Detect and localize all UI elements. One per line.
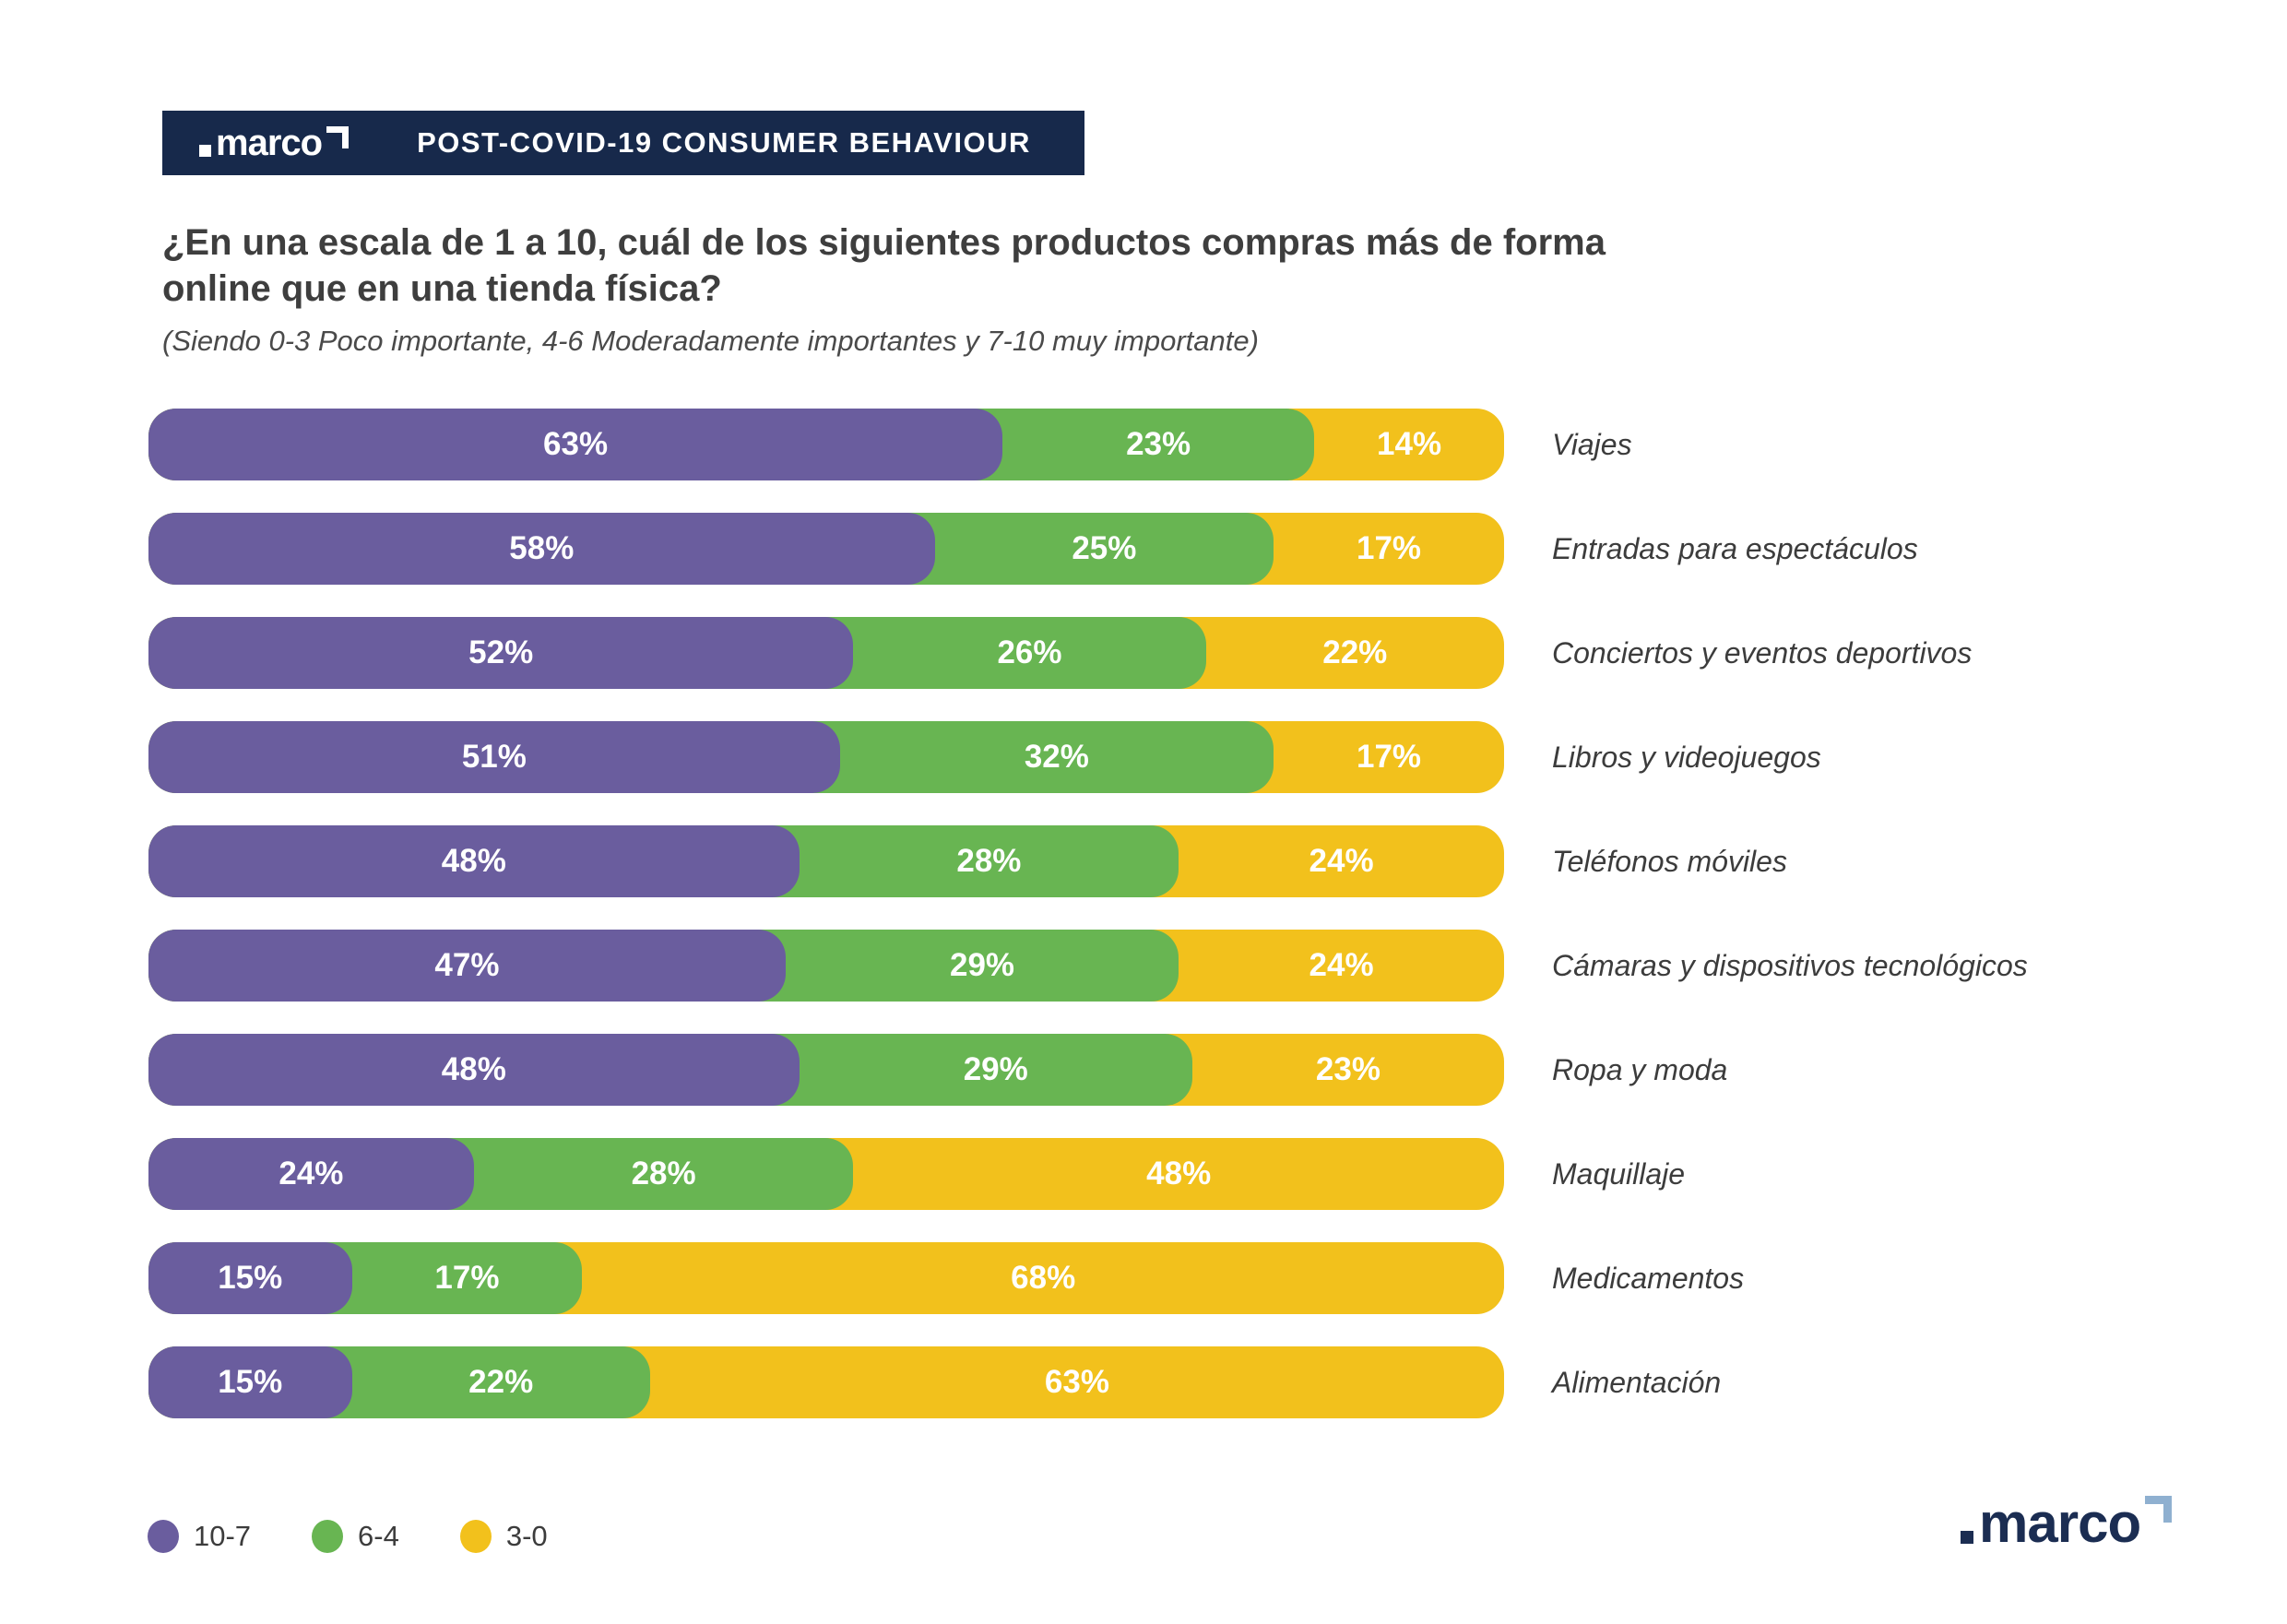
- bar-value-label: 23%: [1126, 426, 1191, 462]
- bar-segment-10-7: [148, 513, 935, 585]
- category-label: Medicamentos: [1552, 1261, 1745, 1295]
- bar-value-label: 24%: [278, 1156, 344, 1191]
- logo-text: marco: [216, 123, 323, 163]
- bar-value-label: 25%: [1072, 530, 1137, 566]
- bar-row: 24% 28% 48% Maquillaje: [148, 1138, 1685, 1210]
- bar-row: 47% 29% 24% Cámaras y dispositivos tecnológ…: [148, 930, 2028, 1002]
- category-label: Ropa y moda: [1552, 1052, 1728, 1086]
- bar-value-label: 48%: [441, 843, 506, 879]
- legend-dot-icon: [459, 1520, 492, 1553]
- bar-value-label: 29%: [963, 1051, 1028, 1087]
- legend-item: 10-7: [148, 1520, 251, 1553]
- logo-square-icon: [199, 145, 211, 157]
- bar-row: 48% 29% 23% Ropa y moda: [148, 1034, 1727, 1106]
- header-title: POST-COVID-19 CONSUMER BEHAVIOUR: [417, 126, 1031, 159]
- bar-track: 47% 29% 24%: [148, 930, 1504, 1002]
- chart: 63% 23% 14% Viajes 58% 25% 17% Entradas para es…: [148, 409, 2028, 1451]
- bar-row: 58% 25% 17% Entradas para espectáculos: [148, 513, 1918, 585]
- bar-value-label: 52%: [468, 634, 534, 670]
- bar-track: 48% 29% 23%: [148, 1034, 1504, 1106]
- footer-marco-logo: marco: [1961, 1492, 2173, 1554]
- bar-segment-10-7: [148, 1242, 352, 1314]
- bar-value-label: 48%: [1146, 1156, 1212, 1191]
- question-subtitle: (Siendo 0-3 Poco importante, 4-6 Moderad…: [162, 325, 1259, 357]
- bar-value-label: 47%: [434, 947, 500, 983]
- bar-value-label: 58%: [509, 530, 575, 566]
- bar-track: 52% 26% 22%: [148, 617, 1504, 689]
- bar-value-label: 15%: [218, 1364, 283, 1400]
- legend-dot-icon: [312, 1520, 344, 1553]
- category-label: Alimentación: [1552, 1365, 1722, 1399]
- bar-value-label: 17%: [434, 1260, 500, 1296]
- bar-value-label: 48%: [441, 1051, 506, 1087]
- bar-segment-10-7: [148, 409, 1003, 480]
- category-label: Libros y videojuegos: [1552, 740, 1821, 774]
- bar-row: 48% 28% 24% Teléfonos móviles: [148, 825, 1787, 897]
- bar-value-label: 24%: [1309, 843, 1374, 879]
- bar-track: 58% 25% 17%: [148, 513, 1504, 585]
- bar-value-label: 51%: [461, 739, 527, 775]
- bar-track: 15% 22% 63%: [148, 1346, 1504, 1418]
- bar-segment-10-7: [148, 721, 840, 793]
- bar-value-label: 26%: [997, 634, 1062, 670]
- bar-value-label: 63%: [1044, 1364, 1109, 1400]
- bar-row: 52% 26% 22% Conciertos y eventos deportivos: [148, 617, 1972, 689]
- bar-value-label: 32%: [1024, 739, 1089, 775]
- legend-item: 3-0: [459, 1520, 548, 1553]
- legend-item: 6-4: [312, 1520, 399, 1553]
- logo-corner-icon: [326, 126, 350, 148]
- bar-row: 15% 17% 68% Medicamentos: [148, 1242, 1744, 1314]
- legend: 10-7 6-4 3-0: [148, 1520, 548, 1553]
- category-label: Teléfonos móviles: [1552, 844, 1787, 878]
- bar-track: 48% 28% 24%: [148, 825, 1504, 897]
- logo-square-icon: [1961, 1531, 1973, 1544]
- bar-segment-10-7: [148, 930, 786, 1002]
- bar-value-label: 23%: [1315, 1051, 1380, 1087]
- question-title-line1: ¿En una escala de 1 a 10, cuál de los si…: [162, 222, 1606, 263]
- bar-value-label: 14%: [1377, 426, 1442, 462]
- bar-row: 63% 23% 14% Viajes: [148, 409, 1632, 480]
- legend-label: 3-0: [505, 1520, 548, 1552]
- category-label: Entradas para espectáculos: [1552, 531, 1918, 565]
- bar-value-label: 68%: [1011, 1260, 1076, 1296]
- bar-track: 15% 17% 68%: [148, 1242, 1504, 1314]
- bar-track: 24% 28% 48%: [148, 1138, 1504, 1210]
- legend-label: 6-4: [358, 1520, 399, 1552]
- header-badge: marco POST-COVID-19 CONSUMER BEHAVIOUR: [162, 111, 1084, 175]
- category-label: Cámaras y dispositivos tecnológicos: [1552, 948, 2028, 982]
- category-label: Maquillaje: [1552, 1156, 1686, 1191]
- bar-value-label: 15%: [218, 1260, 283, 1296]
- bar-row: 15% 22% 63% Alimentación: [148, 1346, 1721, 1418]
- question-title-line2: online que en una tienda física?: [162, 268, 722, 309]
- bar-track: 51% 32% 17%: [148, 721, 1504, 793]
- bar-value-label: 22%: [468, 1364, 534, 1400]
- category-label: Viajes: [1552, 427, 1632, 461]
- bar-segment-10-7: [148, 825, 800, 897]
- bar-value-label: 17%: [1357, 530, 1422, 566]
- bar-value-label: 28%: [956, 843, 1022, 879]
- logo-corner-icon: [2145, 1496, 2173, 1523]
- bar-value-label: 22%: [1322, 634, 1388, 670]
- bar-value-label: 29%: [950, 947, 1015, 983]
- bar-value-label: 28%: [631, 1156, 696, 1191]
- logo-text: marco: [1979, 1492, 2141, 1554]
- legend-label: 10-7: [194, 1520, 252, 1552]
- bar-segment-10-7: [148, 617, 854, 689]
- bar-segment-10-7: [148, 1034, 800, 1106]
- question-title: ¿En una escala de 1 a 10, cuál de los si…: [162, 219, 1785, 312]
- bar-track: 63% 23% 14%: [148, 409, 1504, 480]
- bar-value-label: 17%: [1357, 739, 1422, 775]
- bar-value-label: 24%: [1309, 947, 1374, 983]
- bar-value-label: 63%: [543, 426, 609, 462]
- category-label: Conciertos y eventos deportivos: [1552, 635, 1973, 670]
- legend-dot-icon: [148, 1520, 179, 1553]
- bar-segment-10-7: [148, 1138, 474, 1210]
- bar-segment-10-7: [148, 1346, 352, 1418]
- marco-logo: marco: [199, 123, 350, 163]
- bar-row: 51% 32% 17% Libros y videojuegos: [148, 721, 1821, 793]
